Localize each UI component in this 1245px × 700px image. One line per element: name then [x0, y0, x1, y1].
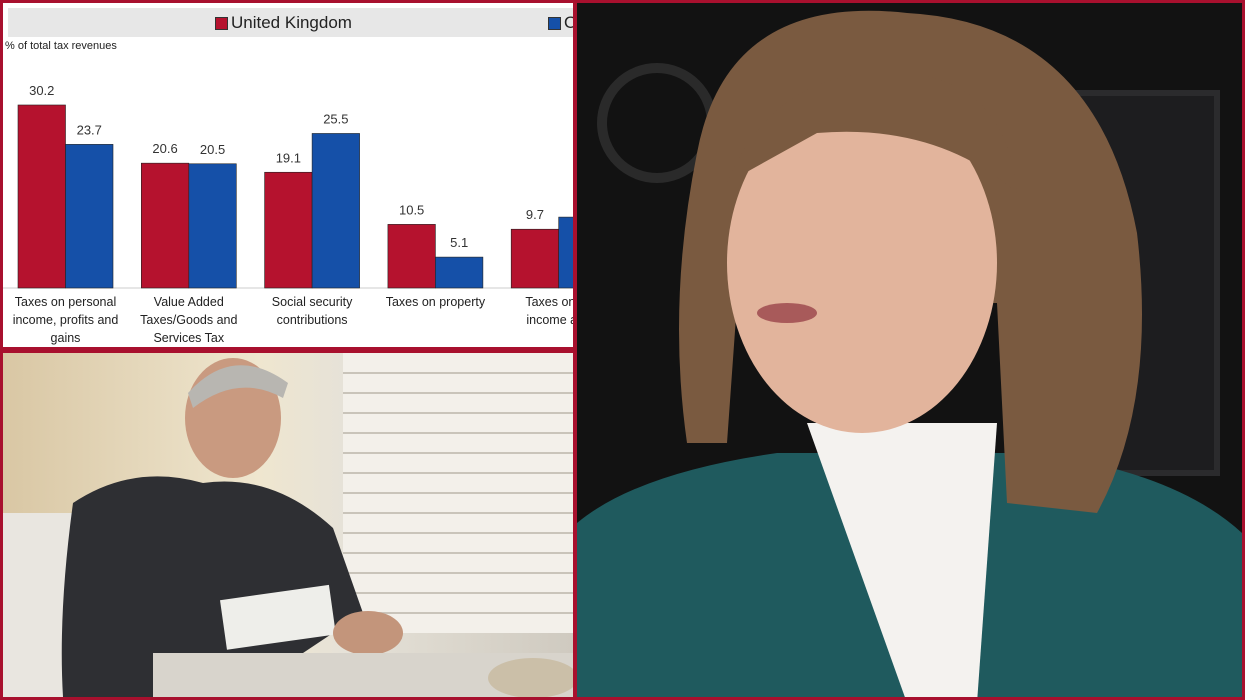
man-hair [188, 365, 288, 408]
chart-legend: United Kingdom O [8, 8, 573, 37]
category-label: contributions [277, 313, 348, 327]
category-label: Value Added [154, 295, 224, 309]
bar-value-label: 20.6 [152, 141, 177, 156]
woman-fringe [727, 72, 1017, 193]
category-label: Social security [272, 295, 353, 309]
man-hand [333, 611, 403, 655]
woman-face [727, 93, 997, 433]
bar-value-label: 20.5 [200, 142, 225, 157]
bar-other [65, 144, 114, 289]
bar-chart: 30.2 23.7 Taxes on personal income, profits… [3, 83, 573, 345]
category-label: income and [526, 313, 573, 327]
category-label: Taxes/Goods and [140, 313, 237, 327]
legend-label-other: O [564, 13, 573, 32]
category-label: Taxes on property [386, 295, 486, 309]
bar-other [435, 256, 484, 289]
bar-value-label: 5.1 [450, 235, 468, 250]
bar-value-label: 25.5 [323, 111, 348, 126]
legend-swatch-other [548, 16, 561, 30]
photo-man-reading-bills [3, 353, 573, 697]
bills-paper [220, 584, 336, 650]
legend-item-other: O [548, 13, 573, 33]
category-label: Taxes on personal [15, 295, 116, 309]
man-shirt [61, 476, 363, 697]
category-label: Taxes on co [525, 295, 573, 309]
photo-woman-portrait [577, 3, 1242, 697]
bar-uk [387, 224, 436, 289]
bar-value-label: 10.5 [399, 202, 424, 217]
category-label: income, profits and [13, 313, 119, 327]
bar-uk [141, 162, 190, 289]
chart-panel: United Kingdom O % of total tax revenues… [3, 3, 573, 347]
category-label: gains [51, 331, 81, 345]
bar-value-label: 19.1 [276, 150, 301, 165]
woman-lips [757, 303, 817, 323]
man-photo-illustration [3, 353, 573, 697]
legend-item-uk: United Kingdom [215, 13, 352, 33]
bar-uk [510, 228, 560, 289]
legend-swatch-uk [215, 16, 228, 30]
category-label: Services Tax [153, 331, 224, 345]
bar-value-label: 30.2 [29, 83, 54, 98]
y-axis-label: % of total tax revenues [5, 40, 117, 52]
bar-value-label: 9.7 [526, 207, 544, 222]
bar-uk [17, 104, 66, 289]
bar-other [558, 216, 573, 289]
bar-other [311, 133, 360, 289]
woman-photo-illustration [577, 10, 1242, 697]
legend-label-uk: United Kingdom [231, 13, 352, 32]
white-blouse [807, 423, 997, 697]
bar-uk [264, 171, 313, 289]
bar-other [188, 163, 237, 289]
bar-value-label: 23.7 [77, 122, 102, 137]
placemat [488, 658, 573, 697]
